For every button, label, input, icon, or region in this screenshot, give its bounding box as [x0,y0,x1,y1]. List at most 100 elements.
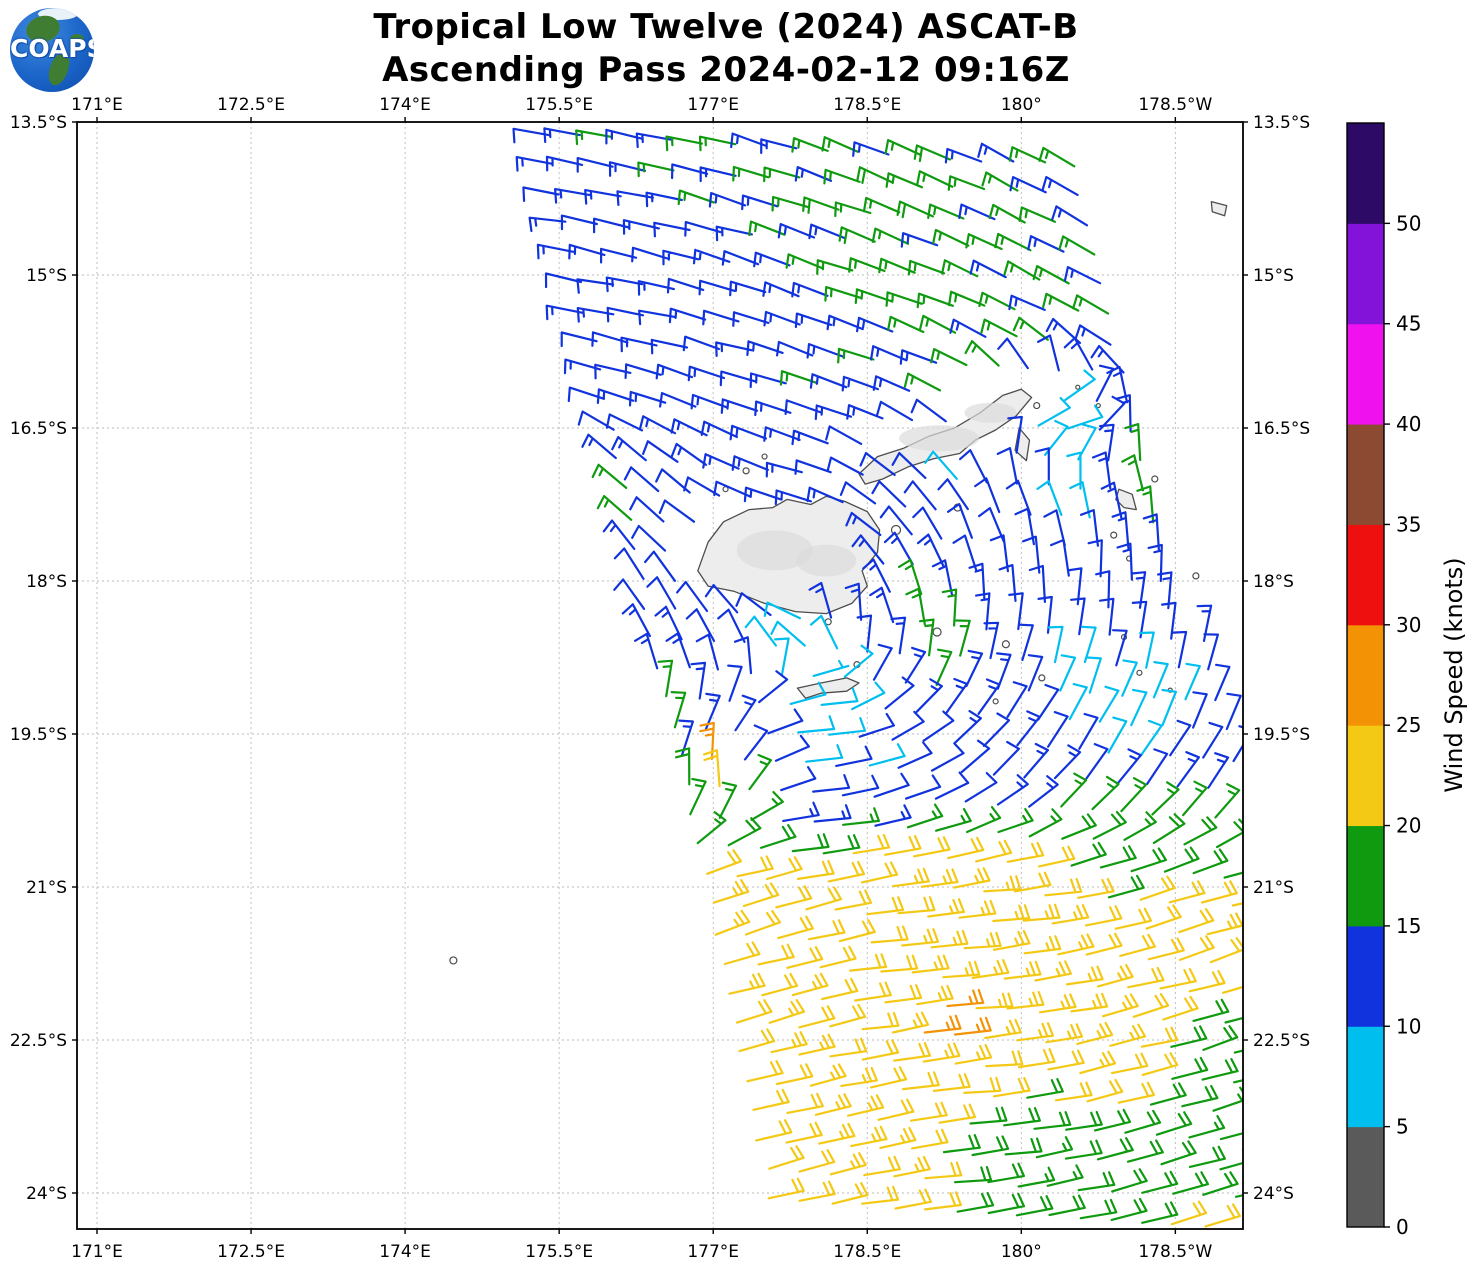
wind-barb [852,833,891,855]
wind-barb [959,449,988,484]
wind-barb [905,774,942,800]
wind-barb [879,505,913,536]
wind-barb [859,452,896,476]
wind-barb [862,196,901,214]
wind-barb [798,1180,836,1202]
wind-barb [891,452,927,479]
wind-barb [715,341,753,357]
wind-barb [774,734,810,762]
wind-barb [861,1185,900,1205]
wind-barb [1060,772,1088,808]
wind-barb [1063,266,1102,285]
wind-barb [786,1092,824,1114]
wind-barb [1188,969,1226,993]
wind-barb [775,885,813,909]
wind-barb [822,834,861,855]
wind-barb [1047,625,1064,664]
wind-barb [1100,481,1123,519]
wind-barb [784,399,822,415]
wind-barb [953,1016,992,1036]
wind-barb [1038,845,1076,868]
wind-barb [720,398,759,414]
wind-barb [954,1044,993,1065]
wind-barb [916,984,954,1006]
wind-barb [893,1155,931,1178]
wind-barb [985,1050,1024,1068]
wind-barb [1115,394,1132,433]
wind-barb [838,919,876,943]
wind-barb [987,1192,1026,1215]
wind-barb [935,808,972,832]
wind-barb [1204,1203,1241,1228]
x-tick-label-top: 172.5°E [217,95,285,115]
wind-barb [996,447,1018,485]
wind-barb [884,835,922,856]
wind-barb [1212,1086,1243,1112]
wind-barb [1169,719,1192,757]
wind-barb [1219,1148,1243,1171]
wind-barb [935,648,953,686]
islet [1136,669,1143,676]
wind-barb [971,959,1010,979]
wind-barb [765,856,803,881]
y-tick-label-right: 19.5°S [1253,725,1310,745]
wind-barb [1116,748,1142,785]
wind-barb [1059,654,1077,692]
wind-barb [834,889,873,911]
wind-barb [907,259,946,276]
wind-barb [839,481,877,505]
wind-barb [642,440,679,463]
wind-barb [1188,1115,1226,1139]
wind-barb [761,972,799,997]
wind-barb [913,144,952,163]
wind-barb [1206,912,1243,936]
wind-barb [1076,1021,1114,1045]
wind-barb [1068,683,1088,721]
y-tick-label-left: 21°S [26,878,67,898]
x-tick-label-top: 178.5°E [833,95,901,115]
wind-barb [852,141,890,157]
wind-barb [1147,937,1185,961]
wind-barb [816,259,854,275]
wind-barb [897,896,936,915]
wind-barb [714,909,751,936]
axes: 171°E 171°E 172.5°E 172.5°E 174°E 174°E 175.5°… [10,95,1310,1262]
wind-barb [922,710,955,742]
wind-barb [1095,364,1115,402]
wind-barb [732,311,770,327]
wind-barb [1051,904,1090,925]
wind-barb [947,503,973,539]
wind-barb [983,875,1022,893]
wind-barb [838,226,876,244]
wind-barb [631,524,667,552]
wind-barb [1027,235,1065,253]
wind-barb [1184,662,1201,701]
wind-barb [545,155,584,172]
wind-barb [677,189,715,206]
wind-barb [989,534,1009,573]
x-tick-label-top: 177°E [687,95,739,115]
wind-barb [891,1011,930,1034]
wind-barb [1141,1052,1179,1076]
wind-barb [1086,1078,1124,1103]
wind-barb [1159,967,1197,990]
island-terrain-shading [899,425,980,452]
wind-barb [963,931,1002,950]
y-tick-label-left: 13.5°S [10,113,67,133]
wind-barb [1037,396,1071,427]
x-tick-label-bottom: 171°E [71,1242,123,1262]
wind-barb [938,1103,977,1124]
wind-barb [638,415,677,435]
wind-barb [717,608,746,643]
wind-barb [1013,871,1052,893]
wind-barb [665,135,703,152]
wind-barb [858,712,895,738]
wind-barb [818,1122,856,1145]
wind-barb [776,340,814,357]
wind-barb [916,170,954,188]
wind-barb [741,194,779,211]
wind-barb [906,803,944,829]
wind-barb [670,442,708,466]
wind-barb [948,290,986,307]
